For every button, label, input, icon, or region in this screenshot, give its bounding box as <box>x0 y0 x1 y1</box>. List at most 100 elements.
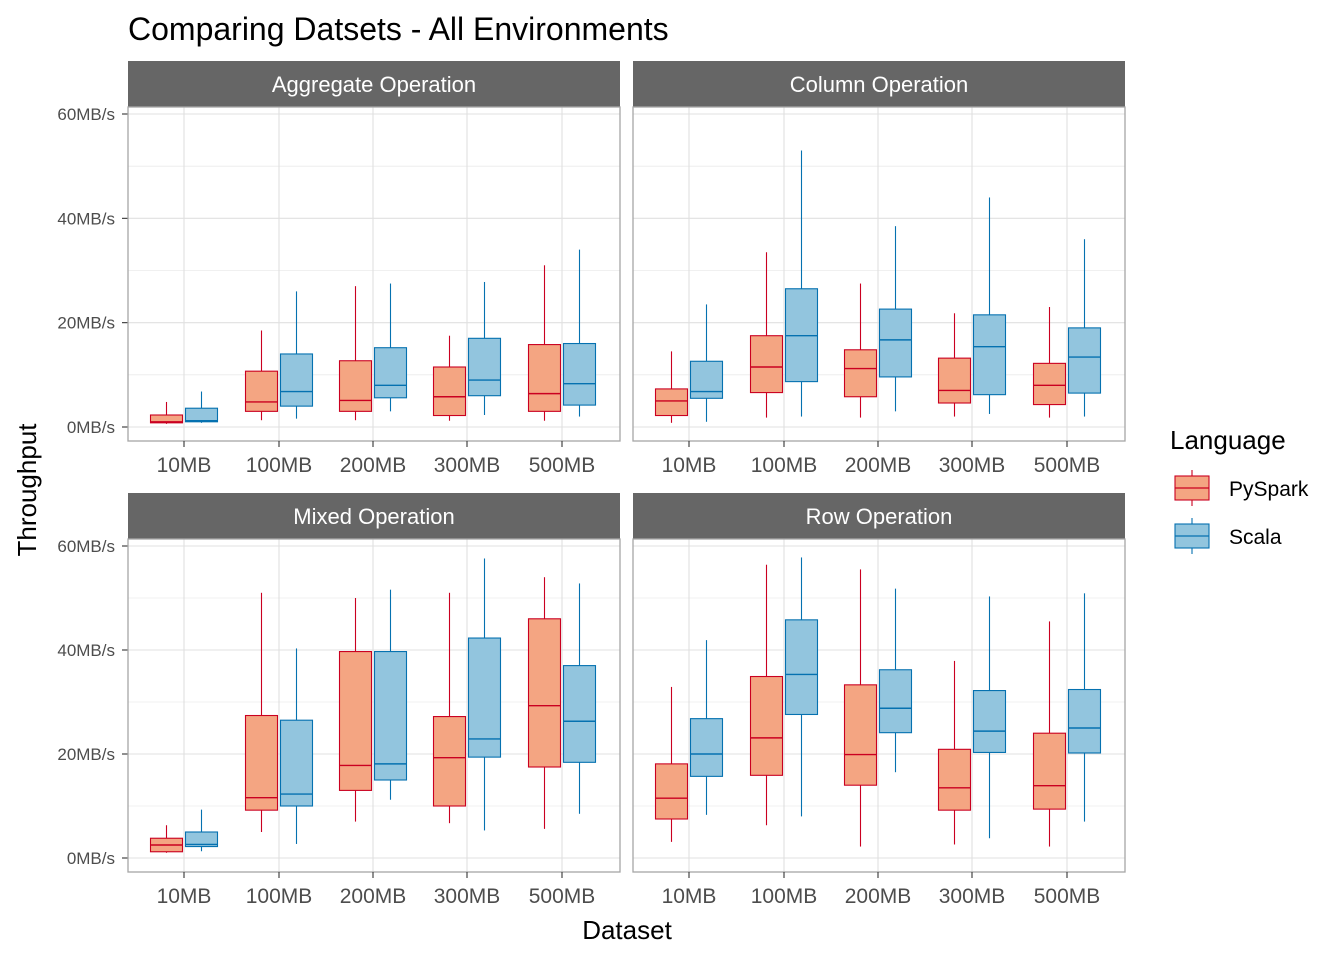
box <box>373 589 408 800</box>
box-iqr <box>527 618 562 768</box>
box-iqr <box>654 763 689 820</box>
series-scala <box>184 249 597 423</box>
x-tick-label: 500MB <box>1034 454 1101 477</box>
box-iqr <box>562 665 597 763</box>
x-tick-label: 300MB <box>939 454 1006 477</box>
box-iqr <box>878 669 913 734</box>
x-tick-label: 200MB <box>340 454 407 477</box>
y-axis-title: Throughput <box>12 423 42 557</box>
legend: Language PySpark Scala <box>1170 425 1309 554</box>
box-iqr <box>843 684 878 786</box>
series-scala <box>184 558 597 852</box>
box-iqr <box>972 690 1007 753</box>
box-iqr <box>432 716 467 807</box>
facet-strip-label: Mixed Operation <box>293 504 454 529</box>
box-iqr <box>784 619 819 716</box>
x-tick-label: 300MB <box>434 885 501 908</box>
box <box>432 592 467 824</box>
box-iqr <box>937 748 972 811</box>
box <box>937 660 972 845</box>
panel-border <box>127 106 621 442</box>
facet-strip-label: Row Operation <box>806 504 953 529</box>
box <box>432 335 467 421</box>
box <box>184 809 219 852</box>
series-pyspark <box>654 564 1067 847</box>
y-tick-label: 20MB/s <box>57 745 115 764</box>
box <box>338 286 373 421</box>
x-tick-label: 10MB <box>662 885 717 908</box>
box-iqr <box>562 342 597 406</box>
box-iqr <box>467 637 502 758</box>
box-iqr <box>689 360 724 399</box>
box <box>689 304 724 422</box>
box-iqr <box>749 675 784 776</box>
series-pyspark <box>149 265 562 424</box>
box-iqr <box>373 347 408 399</box>
facet-strip-label: Column Operation <box>790 72 969 97</box>
x-tick-label: 500MB <box>1034 885 1101 908</box>
series-pyspark <box>654 252 1067 423</box>
box <box>1032 307 1067 418</box>
chart-title: Comparing Datsets - All Environments <box>128 11 669 47</box>
facet-panel: Mixed Operation 0MB/s 20MB/s 40MB/s 60MB/s 10… <box>57 493 621 908</box>
y-tick-label: 60MB/s <box>57 537 115 556</box>
box <box>467 281 502 416</box>
panel-border <box>632 106 1126 442</box>
x-tick-label: 200MB <box>845 885 912 908</box>
box <box>749 564 784 826</box>
legend-label: Scala <box>1229 526 1282 549</box>
box <box>1067 593 1102 822</box>
box <box>527 577 562 829</box>
legend-item-pyspark: PySpark <box>1174 470 1309 506</box>
box <box>689 640 724 815</box>
x-tick-label: 100MB <box>246 885 313 908</box>
box <box>1032 621 1067 847</box>
y-tick-label: 40MB/s <box>57 209 115 228</box>
box <box>843 569 878 847</box>
box-iqr <box>1032 732 1067 810</box>
x-tick-label: 200MB <box>845 454 912 477</box>
box <box>562 249 597 417</box>
box-iqr <box>878 308 913 378</box>
box-iqr <box>373 651 408 781</box>
box-iqr <box>689 718 724 777</box>
legend-title: Language <box>1170 425 1286 455</box>
box-iqr <box>184 831 219 848</box>
x-tick-label: 10MB <box>157 885 212 908</box>
box <box>972 197 1007 414</box>
box <box>878 588 913 773</box>
box-iqr <box>244 714 279 811</box>
x-tick-label: 10MB <box>157 454 212 477</box>
panel-border <box>632 538 1126 873</box>
facet-panel: Aggregate Operation 0MB/s 20MB/s 40MB/s 60MB… <box>57 61 621 477</box>
box <box>149 825 184 853</box>
box <box>937 313 972 417</box>
series-pyspark <box>149 577 562 853</box>
x-tick-label: 100MB <box>751 885 818 908</box>
box <box>279 648 314 844</box>
box <box>279 291 314 419</box>
box <box>149 401 184 424</box>
y-tick-label: 0MB/s <box>67 849 115 868</box>
box-iqr <box>244 370 279 412</box>
box-iqr <box>1032 362 1067 406</box>
box-iqr <box>972 314 1007 396</box>
facet-strip-label: Aggregate Operation <box>272 72 476 97</box>
box <box>527 265 562 421</box>
facet-panel: Column Operation 10MB 100MB 200MB 300MB 500MB <box>632 61 1126 477</box>
box-iqr <box>937 357 972 404</box>
facet-strip <box>633 61 1125 107</box>
y-tick-label: 40MB/s <box>57 641 115 660</box>
box <box>784 557 819 817</box>
box <box>338 598 373 822</box>
series-scala <box>689 150 1102 422</box>
box <box>878 226 913 412</box>
box-iqr <box>184 407 219 423</box>
box-iqr <box>654 388 689 417</box>
x-tick-label: 300MB <box>939 885 1006 908</box>
box <box>244 592 279 832</box>
box <box>562 583 597 814</box>
y-tick-label: 60MB/s <box>57 105 115 124</box>
panel-border <box>127 538 621 873</box>
